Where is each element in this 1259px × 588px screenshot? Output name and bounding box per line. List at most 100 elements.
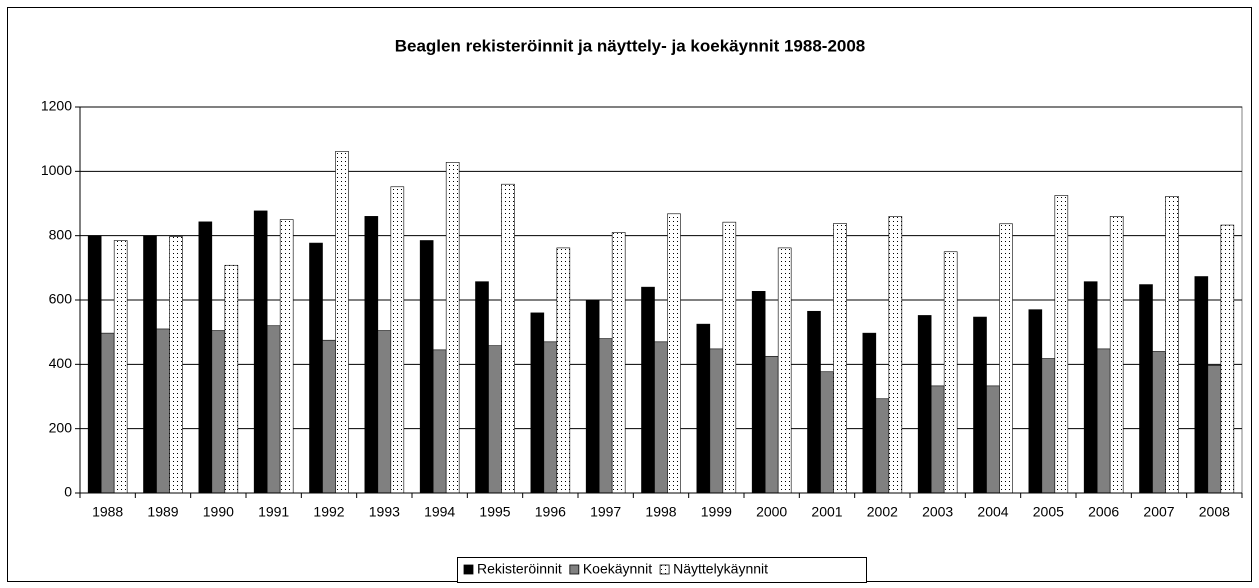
bar	[1139, 284, 1153, 494]
bar	[377, 330, 392, 494]
bar	[1220, 224, 1235, 494]
bar	[419, 240, 434, 494]
x-tick-label: 1994	[424, 504, 455, 520]
x-tick-label: 2003	[922, 504, 953, 520]
bar	[143, 235, 157, 494]
bar	[696, 323, 711, 494]
x-tick-label: 2005	[1033, 504, 1064, 520]
y-tick-label: 800	[49, 226, 73, 242]
bar	[556, 247, 571, 494]
bar	[1028, 309, 1043, 494]
x-tick-label: 1996	[535, 504, 566, 520]
bar	[641, 286, 655, 494]
bar	[501, 183, 515, 494]
bar	[862, 332, 877, 494]
bar	[820, 371, 834, 494]
bar	[1194, 276, 1209, 494]
bar	[1109, 216, 1124, 494]
bar	[279, 219, 294, 494]
x-tick-label: 1998	[645, 504, 676, 520]
bar	[198, 221, 213, 494]
bar	[169, 236, 183, 494]
bar	[87, 235, 102, 494]
bar	[1207, 364, 1222, 494]
x-tick-label: 2002	[867, 504, 898, 520]
bar	[930, 385, 945, 494]
bar	[364, 216, 379, 494]
bar	[585, 299, 600, 494]
x-tick-label: 2004	[977, 504, 1008, 520]
bar	[253, 210, 268, 494]
x-tick-label: 2007	[1143, 504, 1174, 520]
bar	[611, 232, 626, 494]
bar	[833, 223, 847, 494]
bar	[751, 291, 766, 494]
bar	[709, 348, 724, 494]
bar	[335, 151, 349, 494]
y-tick-label: 1000	[41, 162, 72, 178]
bar	[309, 242, 323, 494]
bar	[432, 349, 447, 494]
legend-swatch	[569, 564, 580, 575]
y-tick-label: 1200	[41, 98, 72, 114]
bar	[488, 345, 502, 494]
x-tick-label: 1993	[369, 504, 400, 520]
bar	[943, 251, 958, 494]
bar	[973, 316, 987, 494]
bar	[390, 186, 405, 494]
bar	[224, 264, 239, 494]
legend-swatch	[659, 564, 670, 575]
bar	[266, 325, 281, 494]
bar	[1054, 195, 1069, 494]
y-tick-label: 200	[49, 419, 73, 435]
bar	[986, 385, 1000, 494]
bar	[807, 310, 821, 494]
bar	[530, 312, 545, 494]
bar	[999, 223, 1013, 494]
x-tick-label: 2000	[756, 504, 787, 520]
bar	[875, 398, 890, 494]
legend-label: Rekisteröinnit	[477, 561, 562, 577]
chart-title: Beaglen rekisteröinnit ja näyttely- ja k…	[395, 36, 866, 55]
bar	[1165, 196, 1179, 494]
x-tick-label: 1990	[203, 504, 234, 520]
x-tick-label: 1995	[479, 504, 510, 520]
bar	[1152, 351, 1166, 494]
bar	[888, 216, 903, 494]
bar	[113, 240, 128, 494]
bar	[654, 341, 668, 494]
bar	[1083, 281, 1098, 494]
y-tick-label: 0	[64, 484, 72, 500]
bar	[764, 355, 779, 494]
x-tick-label: 1997	[590, 504, 621, 520]
x-tick-label: 2006	[1088, 504, 1119, 520]
bar	[445, 162, 460, 494]
legend-swatch	[463, 564, 474, 575]
bar	[917, 315, 932, 494]
legend-label: Näyttelykäynnit	[673, 561, 768, 577]
bar	[475, 281, 489, 494]
bar	[156, 328, 170, 494]
bar	[598, 338, 613, 494]
bar	[211, 330, 226, 494]
x-tick-label: 1992	[313, 504, 344, 520]
x-tick-label: 1989	[147, 504, 178, 520]
bar	[667, 213, 681, 494]
x-tick-label: 1991	[258, 504, 289, 520]
x-tick-label: 2008	[1199, 504, 1230, 520]
x-tick-label: 1999	[701, 504, 732, 520]
bar	[322, 339, 336, 494]
bar	[1041, 358, 1056, 494]
y-tick-label: 600	[49, 291, 73, 307]
y-tick-label: 400	[49, 355, 73, 371]
bar	[1096, 348, 1111, 494]
x-tick-label: 1988	[92, 504, 123, 520]
bar	[100, 332, 115, 494]
bar	[777, 247, 792, 494]
bar	[543, 341, 558, 494]
x-tick-label: 2001	[811, 504, 842, 520]
bar	[722, 221, 737, 494]
legend-label: Koekäynnit	[583, 561, 652, 577]
